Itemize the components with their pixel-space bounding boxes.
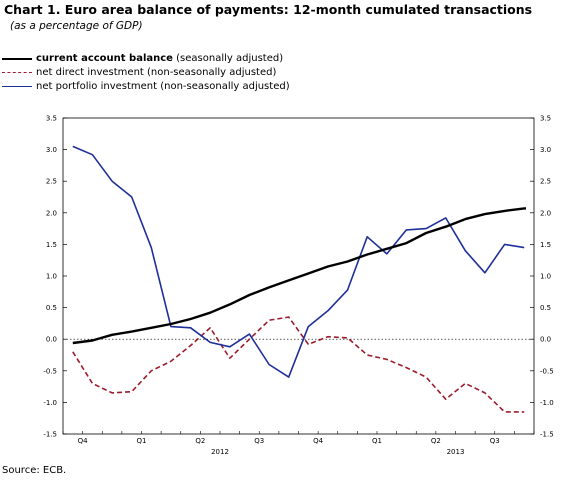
y-tick-label-left: -1.5 xyxy=(43,431,57,439)
y-tick-label-left: 0.0 xyxy=(46,336,57,344)
y-tick-label-right: 0.0 xyxy=(540,336,551,344)
x-tick-label-quarter: Q4 xyxy=(313,437,324,445)
y-tick-label-right: 1.5 xyxy=(540,241,551,249)
legend-label-direct-investment: net direct investment (non-seasonally ad… xyxy=(36,67,277,78)
y-tick-label-left: -0.5 xyxy=(43,367,57,375)
chart-subtitle: (as a percentage of GDP) xyxy=(10,20,143,32)
x-tick-label-quarter: Q2 xyxy=(431,437,441,445)
y-tick-label-left: 0.5 xyxy=(46,304,57,312)
series-line-net-portfolio-investment xyxy=(72,145,525,378)
y-tick-label-left: 3.5 xyxy=(46,115,57,123)
y-tick-label-left: 3.0 xyxy=(46,146,57,154)
x-tick-label-quarter: Q4 xyxy=(78,437,89,445)
y-tick-label-right: -1.5 xyxy=(540,431,554,439)
y-tick-label-right: 1.0 xyxy=(540,273,551,281)
y-tick-label-right: 2.0 xyxy=(540,209,551,217)
series-line-net-direct-investment xyxy=(72,316,525,413)
y-tick-label-right: -0.5 xyxy=(540,367,554,375)
legend-swatch-portfolio-investment xyxy=(2,86,32,87)
x-tick-label-year: 2012 xyxy=(211,448,229,456)
chart-title: Chart 1. Euro area balance of payments: … xyxy=(4,2,533,17)
source-note: Source: ECB. xyxy=(2,465,67,476)
legend-swatch-current-account xyxy=(2,58,32,60)
y-tick-label-left: -1.0 xyxy=(43,399,57,407)
x-tick-label-quarter: Q3 xyxy=(490,437,500,445)
series-line-current-account-balance xyxy=(72,207,526,345)
y-tick-label-left: 1.5 xyxy=(46,241,57,249)
x-tick-label-year: 2013 xyxy=(447,448,465,456)
legend-swatch-direct-investment xyxy=(2,72,32,73)
y-tick-label-left: 2.0 xyxy=(46,209,57,217)
y-tick-label-right: -1.0 xyxy=(540,399,554,407)
legend-note-current-account: (seasonally adjusted) xyxy=(172,53,284,64)
y-tick-label-right: 0.5 xyxy=(540,304,551,312)
y-tick-label-right: 2.5 xyxy=(540,178,551,186)
legend-label-current-account: current account balance xyxy=(36,53,173,64)
y-tick-label-right: 3.5 xyxy=(540,115,551,123)
x-tick-label-quarter: Q2 xyxy=(195,437,205,445)
y-tick-label-left: 1.0 xyxy=(46,273,57,281)
y-tick-label-left: 2.5 xyxy=(46,178,57,186)
y-tick-label-right: 3.0 xyxy=(540,146,551,154)
x-tick-label-quarter: Q3 xyxy=(254,437,264,445)
x-tick-label-quarter: Q1 xyxy=(372,437,382,445)
legend-label-portfolio-investment: net portfolio investment (non-seasonally… xyxy=(36,81,290,92)
x-tick-label-quarter: Q1 xyxy=(137,437,147,445)
